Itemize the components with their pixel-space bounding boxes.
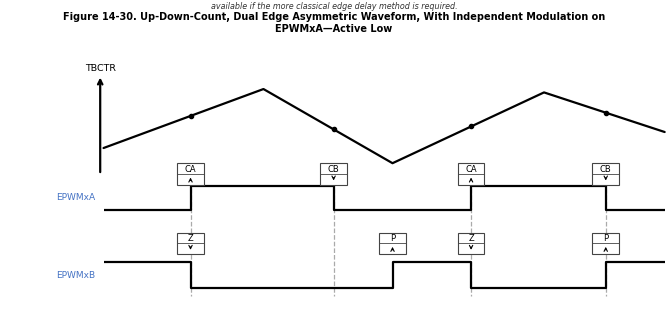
Text: EPWMxA—Active Low: EPWMxA—Active Low bbox=[275, 24, 393, 34]
Text: EPWMxA: EPWMxA bbox=[56, 193, 96, 203]
Bar bbox=[320, 163, 347, 185]
Text: Figure 14-30. Up-Down-Count, Dual Edge Asymmetric Waveform, With Independent Mod: Figure 14-30. Up-Down-Count, Dual Edge A… bbox=[63, 12, 605, 22]
Bar bbox=[379, 233, 406, 254]
Bar bbox=[177, 233, 204, 254]
Bar bbox=[177, 163, 204, 185]
Bar bbox=[593, 233, 619, 254]
Text: P: P bbox=[603, 234, 609, 243]
Text: TBCTR: TBCTR bbox=[86, 64, 116, 73]
Text: Z: Z bbox=[188, 234, 194, 243]
Text: CA: CA bbox=[465, 165, 477, 174]
Text: EPWMxB: EPWMxB bbox=[56, 271, 96, 280]
Text: Z: Z bbox=[468, 234, 474, 243]
Text: P: P bbox=[390, 234, 395, 243]
Text: CB: CB bbox=[328, 165, 339, 174]
Text: CA: CA bbox=[184, 165, 196, 174]
Bar bbox=[458, 233, 484, 254]
Text: CB: CB bbox=[600, 165, 612, 174]
Bar bbox=[593, 163, 619, 185]
Text: available if the more classical edge delay method is required.: available if the more classical edge del… bbox=[210, 2, 458, 11]
Bar bbox=[458, 163, 484, 185]
